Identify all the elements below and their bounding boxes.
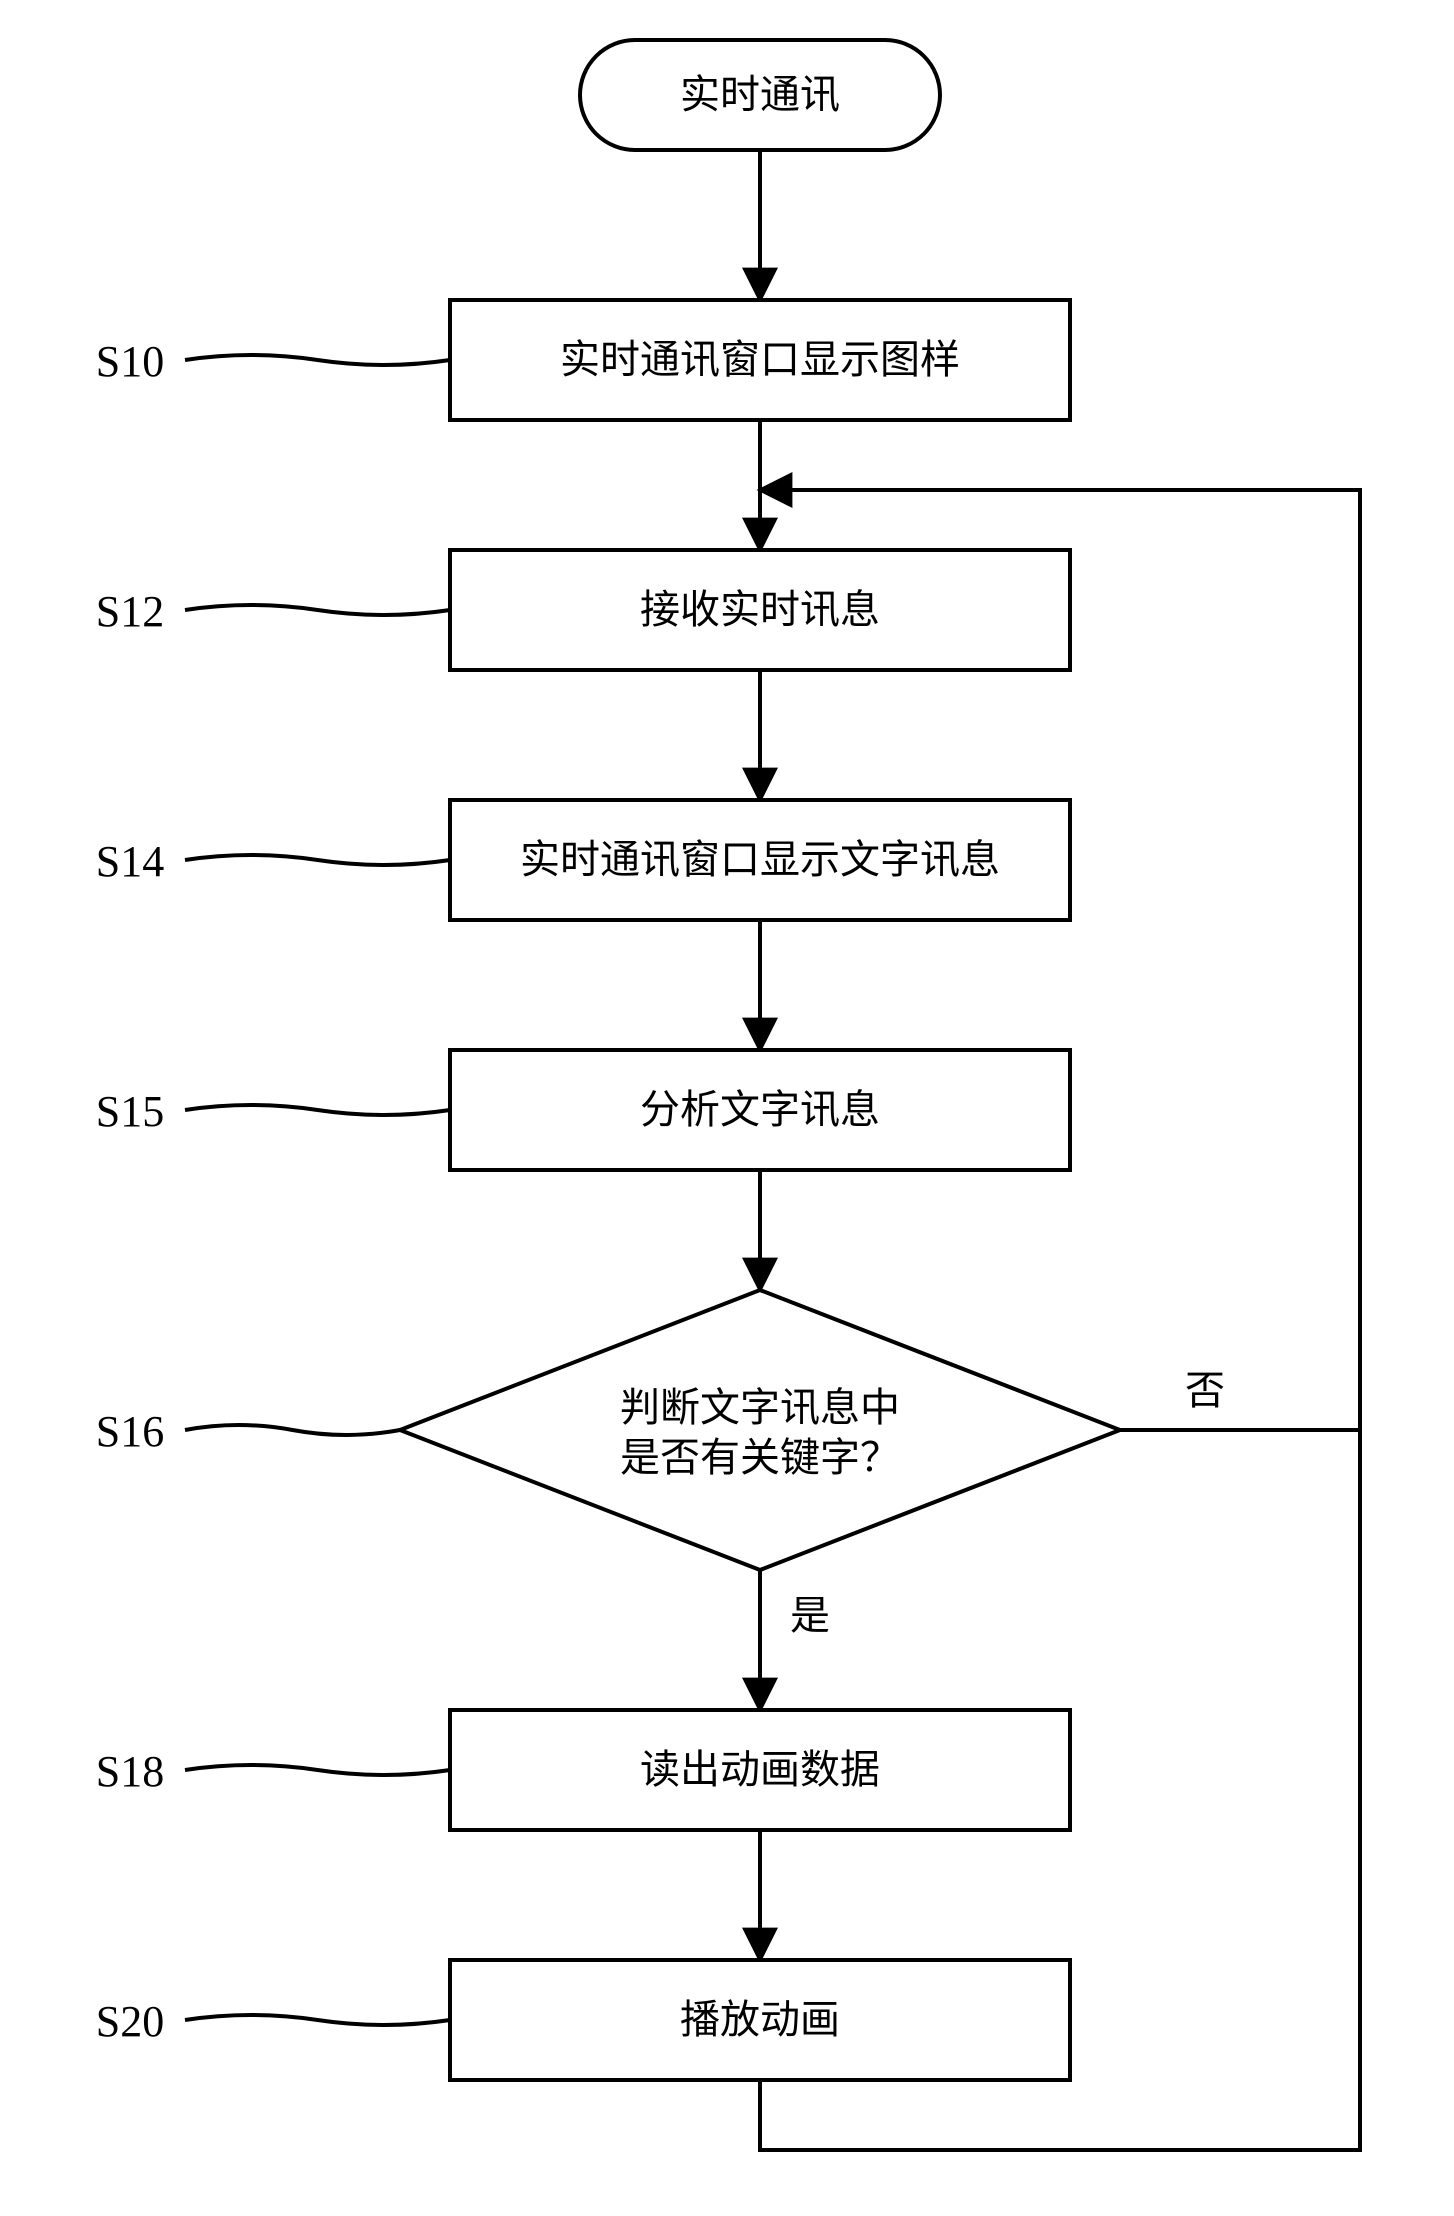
node-start: 实时通讯: [580, 40, 940, 150]
label-connector-s15: [185, 1105, 450, 1115]
node-s14: 实时通讯窗口显示文字讯息: [450, 800, 1070, 920]
node-s12: 接收实时讯息: [450, 550, 1070, 670]
decision-yes-label: 是: [790, 1593, 830, 1638]
label-connector-s10: [185, 355, 450, 365]
label-s16: S16: [96, 1407, 164, 1456]
node-s15-text: 分析文字讯息: [640, 1087, 880, 1132]
node-s16: 判断文字讯息中是否有关键字？: [400, 1290, 1120, 1570]
label-connector-s12: [185, 605, 450, 615]
label-connector-s14: [185, 855, 450, 865]
label-s15: S15: [96, 1087, 164, 1136]
label-connector-s16: [185, 1425, 400, 1435]
label-connector-s20: [185, 2015, 450, 2025]
flowchart-diagram: 是 否 实时通讯实时通讯窗口显示图样 S10 接收实时讯息 S12 实时通讯窗口显示文字讯息…: [0, 0, 1454, 2216]
node-s10: 实时通讯窗口显示图样: [450, 300, 1070, 420]
node-s20-text: 播放动画: [680, 1997, 840, 2042]
label-s20: S20: [96, 1997, 164, 2046]
node-s18-text: 读出动画数据: [640, 1747, 880, 1792]
node-s15: 分析文字讯息: [450, 1050, 1070, 1170]
node-s20: 播放动画: [450, 1960, 1070, 2080]
node-s16-text-line1: 判断文字讯息中: [620, 1385, 900, 1430]
node-s18: 读出动画数据: [450, 1710, 1070, 1830]
label-s12: S12: [96, 587, 164, 636]
label-s14: S14: [96, 837, 164, 886]
node-s14-text: 实时通讯窗口显示文字讯息: [520, 837, 1000, 882]
node-start-text: 实时通讯: [680, 72, 840, 117]
node-s16-text-line2: 是否有关键字？: [620, 1435, 900, 1480]
label-connector-s18: [185, 1765, 450, 1775]
node-s10-text: 实时通讯窗口显示图样: [560, 337, 960, 382]
decision-no-label: 否: [1185, 1368, 1225, 1413]
node-s12-text: 接收实时讯息: [640, 587, 880, 632]
label-s10: S10: [96, 337, 164, 386]
label-s18: S18: [96, 1747, 164, 1796]
edge-final-loopback: [760, 490, 1360, 2150]
